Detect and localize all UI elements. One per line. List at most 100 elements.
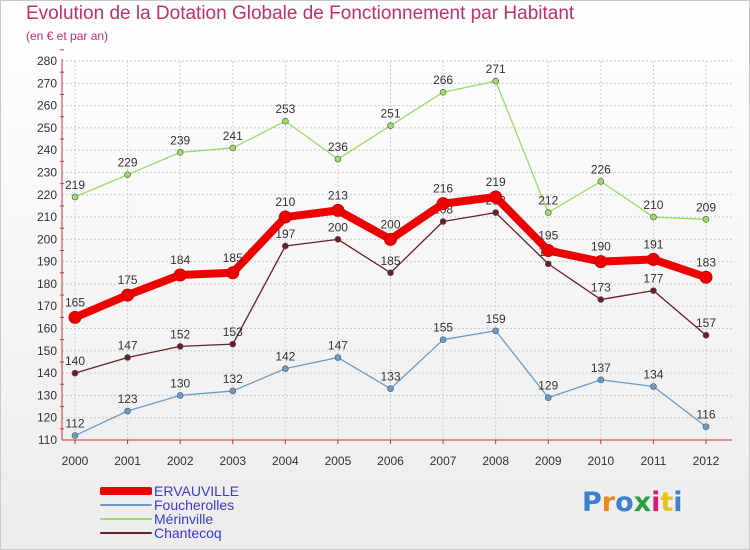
chart-subtitle: (en € et par an) (26, 29, 109, 43)
x-tick-label: 2005 (325, 454, 352, 468)
data-label: 177 (643, 272, 663, 286)
data-point (702, 423, 710, 430)
x-tick-label: 2002 (167, 454, 194, 468)
y-tick-label: 160 (37, 322, 57, 336)
data-point (282, 365, 289, 372)
data-point (439, 218, 447, 225)
data-label: 123 (118, 392, 138, 406)
data-label: 134 (643, 367, 663, 381)
data-label: 241 (223, 129, 243, 143)
data-point (489, 190, 503, 204)
y-tick-label: 170 (37, 299, 57, 313)
data-label: 219 (486, 175, 506, 189)
y-tick-label: 240 (37, 143, 57, 157)
data-point (176, 149, 184, 156)
data-point (492, 327, 499, 335)
data-point (387, 269, 394, 277)
x-tick-label: 2009 (535, 454, 562, 468)
x-tick-label: 2012 (693, 454, 720, 468)
data-label: 271 (486, 62, 506, 76)
legend-swatch (100, 487, 152, 495)
y-tick-label: 190 (37, 255, 57, 269)
y-tick-label: 270 (37, 76, 57, 90)
data-label: 152 (170, 327, 190, 341)
data-label: 185 (380, 254, 400, 268)
data-point (541, 244, 555, 257)
data-point (124, 354, 131, 361)
x-tick-label: 2010 (587, 454, 614, 468)
data-point (278, 210, 292, 224)
data-point (229, 387, 237, 395)
data-label: 129 (538, 379, 558, 393)
x-tick-label: 2008 (482, 454, 509, 468)
x-tick-label: 2007 (430, 454, 457, 468)
data-label: 165 (65, 295, 85, 309)
data-label: 229 (118, 156, 138, 170)
legend-label: Foucherolles (154, 497, 235, 513)
data-point (699, 270, 713, 284)
data-label: 226 (591, 162, 611, 176)
data-point (176, 343, 184, 350)
data-label: 116 (696, 408, 715, 422)
data-point (544, 394, 552, 401)
data-point (650, 383, 657, 390)
data-label: 137 (591, 361, 611, 375)
data-label: 133 (380, 370, 400, 384)
x-tick-label: 2004 (272, 454, 299, 468)
data-point (597, 376, 605, 384)
data-point (544, 260, 552, 268)
legend-swatch (100, 518, 152, 520)
data-label: 266 (433, 73, 453, 87)
data-label: 157 (696, 316, 716, 330)
data-label: 155 (433, 321, 453, 335)
chart-title: Evolution de la Dotation Globale de Fonc… (26, 3, 575, 24)
y-tick-label: 120 (37, 411, 57, 425)
data-label: 153 (223, 325, 243, 339)
y-tick-label: 150 (37, 344, 57, 358)
data-point (436, 197, 450, 211)
data-label: 159 (486, 312, 506, 326)
data-point (597, 296, 605, 303)
y-tick-label: 230 (37, 165, 57, 179)
data-label: 253 (275, 102, 295, 116)
logo-letter: t (660, 487, 674, 518)
logo-letter: P (582, 487, 602, 518)
data-label: 132 (223, 372, 243, 386)
x-tick-label: 2006 (377, 454, 404, 468)
data-point (282, 117, 289, 125)
data-point (492, 77, 499, 85)
data-label: 213 (328, 188, 348, 202)
data-label: 140 (65, 354, 85, 368)
data-label: 209 (696, 200, 716, 214)
data-point (439, 88, 447, 96)
legend-label: Mérinville (154, 511, 214, 527)
data-point (68, 310, 82, 324)
data-point (439, 336, 447, 343)
legend-swatch (100, 532, 152, 534)
data-point (646, 252, 660, 266)
data-label: 216 (433, 182, 453, 196)
data-label: 183 (696, 255, 716, 269)
y-tick-label: 110 (38, 433, 57, 447)
data-point (702, 331, 710, 339)
data-label: 184 (170, 253, 190, 267)
data-point (702, 215, 710, 223)
data-point (334, 354, 342, 361)
data-point (124, 407, 131, 415)
data-label: 239 (170, 133, 190, 147)
data-point (331, 203, 345, 217)
legend-swatch (100, 504, 152, 506)
data-label: 175 (118, 273, 138, 287)
x-tick-label: 2001 (114, 454, 141, 468)
data-point (71, 432, 79, 439)
data-point (594, 255, 608, 269)
data-label: 195 (538, 229, 558, 243)
data-label: 112 (65, 417, 84, 431)
data-point (71, 193, 79, 201)
data-point (71, 369, 79, 377)
y-tick-label: 140 (37, 366, 57, 380)
y-tick-label: 210 (37, 210, 57, 224)
data-point (334, 155, 342, 163)
data-point (229, 144, 237, 152)
